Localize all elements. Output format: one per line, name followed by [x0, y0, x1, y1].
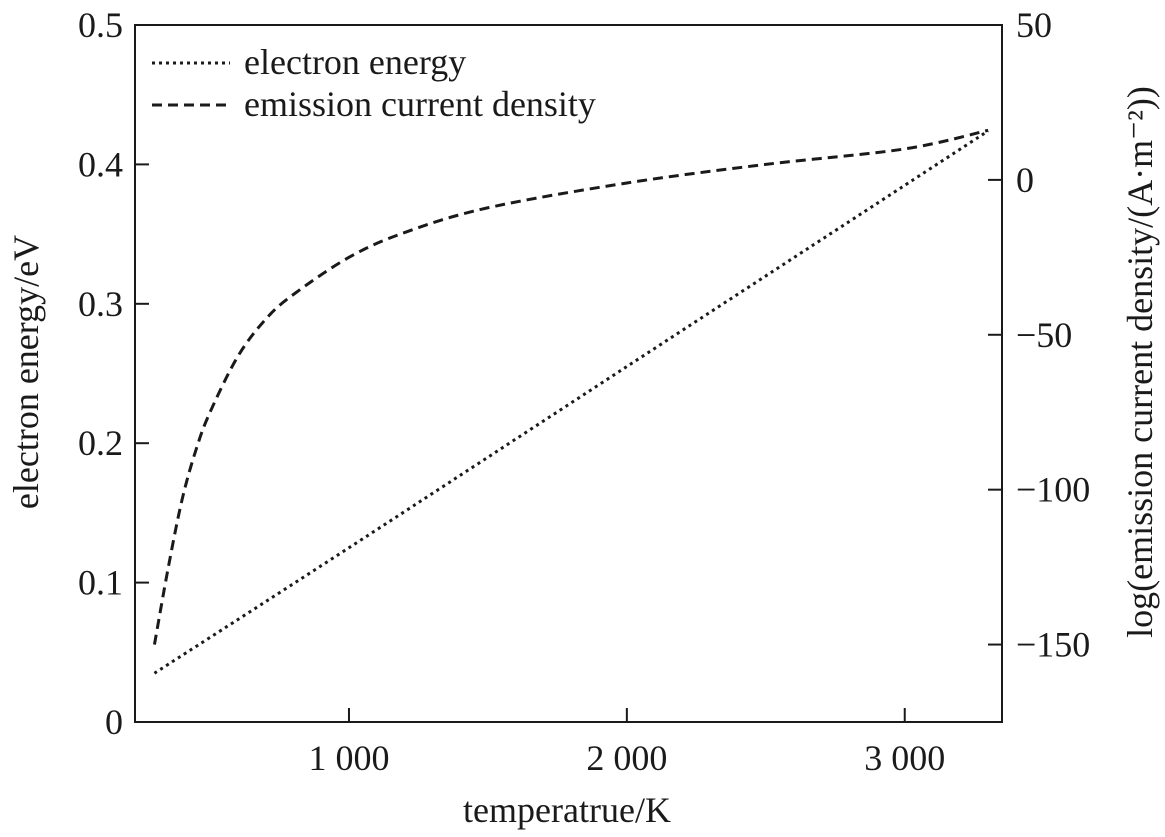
y-tick-label: 0.3: [78, 284, 123, 324]
ticks-group: 1 000 2 000 3 000 0 0.1 0.2 0.3 0.4 0.5 50 0 −50 −10…: [78, 5, 1090, 778]
emission-current-density-line: [152, 128, 989, 645]
axis-labels: temperatrue/K electron energy/eV log(emi…: [6, 86, 1160, 830]
legend-label: electron energy: [244, 42, 466, 82]
x-tick-label: 3 000: [864, 738, 945, 778]
y2-tick-label: −100: [1016, 470, 1090, 510]
y-tick-label: 0.2: [78, 423, 123, 463]
y2-tick-label: −150: [1016, 625, 1090, 665]
legend-label: emission current density: [244, 84, 596, 124]
series-group: [152, 128, 989, 675]
electron-energy-line: [153, 129, 989, 675]
y-tick-label: 0.1: [78, 563, 123, 603]
x-axis-label: temperatrue/K: [463, 790, 671, 830]
x-tick-label: 2 000: [586, 738, 667, 778]
x-tick-label: 1 000: [308, 738, 389, 778]
y-tick-label: 0.5: [78, 5, 123, 45]
plot-area-border: [134, 24, 1003, 723]
y2-tick-label: −50: [1016, 315, 1072, 355]
y-tick-label: 0.4: [78, 144, 123, 184]
y-tick-label: 0: [105, 702, 123, 742]
y2-tick-label: 50: [1016, 5, 1052, 45]
y2-tick-label: 0: [1016, 160, 1034, 200]
y2-axis-label: log(emission current density/(A·m⁻²)): [1120, 86, 1160, 638]
y-axis-label: electron energy/eV: [6, 235, 46, 509]
plot-frame: [134, 24, 1003, 723]
